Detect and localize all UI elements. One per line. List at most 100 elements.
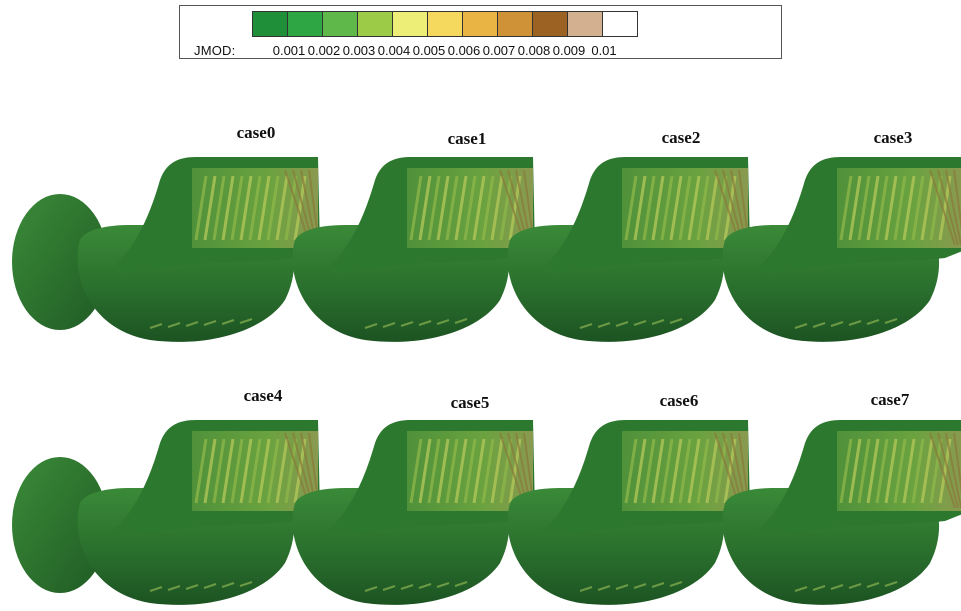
- surface-highlight: [364, 586, 378, 592]
- hull-model: [292, 420, 535, 605]
- flow-stripe: [248, 175, 262, 241]
- surface-highlight: [651, 319, 665, 325]
- surface-highlight: [185, 321, 199, 327]
- hull-model: [507, 420, 750, 605]
- surface-highlight: [669, 581, 683, 587]
- hull-model: [722, 420, 961, 605]
- surface-highlight: [830, 584, 844, 590]
- flow-stripe: [705, 175, 719, 241]
- surface-highlight: [454, 581, 468, 587]
- flow-stripe: [953, 169, 961, 231]
- flow-stripe: [230, 175, 244, 241]
- surface-highlight: [167, 585, 181, 591]
- legend-swatch: [497, 11, 533, 37]
- flow-stripe: [884, 175, 898, 241]
- hull-model: [12, 420, 320, 605]
- flow-stripe: [893, 438, 907, 504]
- flow-stripe: [284, 438, 298, 504]
- surface-highlight: [812, 585, 826, 591]
- surface-highlight: [149, 586, 163, 592]
- flow-stripe: [696, 175, 710, 241]
- surface-highlight: [812, 322, 826, 328]
- flow-stripe: [284, 175, 298, 241]
- flow-stripe: [696, 438, 710, 504]
- hull-model: [722, 157, 961, 342]
- flow-stripe: [945, 432, 961, 509]
- hull-model: [292, 157, 535, 342]
- flow-stripe: [257, 175, 271, 241]
- legend-tick-label: 0.007: [482, 43, 516, 58]
- case-label: case7: [870, 390, 910, 409]
- flow-stripe: [669, 175, 683, 241]
- flow-stripe: [920, 175, 934, 241]
- flow-stripe: [409, 438, 423, 504]
- surface-highlight: [436, 582, 450, 588]
- surface-highlight: [579, 323, 593, 329]
- legend-tick-label: 0.008: [517, 43, 551, 58]
- legend-swatch: [252, 11, 288, 37]
- flow-stripe: [911, 438, 925, 504]
- bulbous-bow: [12, 457, 108, 593]
- flow-stripe: [911, 175, 925, 241]
- surface-highlight: [848, 320, 862, 326]
- flow-stripe: [920, 438, 934, 504]
- flow-stripe: [212, 438, 226, 504]
- flow-stripe: [194, 175, 208, 241]
- surface-highlight: [669, 318, 683, 324]
- flow-stripe: [463, 438, 477, 504]
- flow-stripe: [678, 175, 692, 241]
- surface-highlight: [436, 319, 450, 325]
- flow-stripe: [490, 175, 504, 241]
- flow-stripe: [436, 175, 450, 241]
- legend-tick-label: 0.004: [377, 43, 411, 58]
- flow-stripe: [705, 438, 719, 504]
- flow-stripe: [714, 438, 728, 504]
- flow-stripe: [937, 169, 959, 246]
- flow-stripe: [687, 175, 701, 241]
- surface-highlight: [848, 583, 862, 589]
- surface-highlight: [203, 320, 217, 326]
- flow-stripe: [848, 175, 862, 241]
- flow-stripe: [463, 175, 477, 241]
- flow-stripe: [221, 438, 235, 504]
- case-label: case6: [659, 391, 699, 410]
- surface-highlight: [167, 322, 181, 328]
- flow-stripe: [893, 175, 907, 241]
- flow-stripe: [651, 438, 665, 504]
- flow-stripe: [427, 175, 441, 241]
- flow-stripe: [687, 438, 701, 504]
- surface-highlight: [866, 319, 880, 325]
- case-label: case1: [447, 129, 487, 148]
- flow-stripe: [902, 438, 916, 504]
- flow-stripe: [839, 175, 853, 241]
- flow-stripe: [427, 438, 441, 504]
- case-label: case3: [873, 128, 913, 147]
- legend-swatch: [357, 11, 393, 37]
- legend-swatch: [287, 11, 323, 37]
- legend-tick-label: 0.009: [552, 43, 586, 58]
- flow-stripe: [660, 438, 674, 504]
- surface-highlight: [203, 583, 217, 589]
- flow-stripe: [490, 438, 504, 504]
- flow-stripe: [266, 175, 280, 241]
- flow-stripe: [230, 438, 244, 504]
- flow-stripe: [642, 175, 656, 241]
- flow-stripe: [929, 175, 943, 241]
- flow-stripe: [857, 438, 871, 504]
- flow-stripe: [848, 438, 862, 504]
- legend-swatch: [427, 11, 463, 37]
- flow-stripe: [472, 438, 486, 504]
- hull-model: [12, 157, 320, 342]
- flow-stripe: [651, 175, 665, 241]
- flow-stripe: [472, 175, 486, 241]
- flow-stripe: [445, 438, 459, 504]
- legend-swatch: [462, 11, 498, 37]
- legend-tick-label: 0.001: [272, 43, 306, 58]
- flow-stripe: [660, 175, 674, 241]
- case-label: case0: [236, 123, 276, 142]
- flow-stripe: [937, 432, 959, 509]
- flow-stripe: [669, 438, 683, 504]
- surface-highlight: [615, 321, 629, 327]
- flow-stripe: [633, 438, 647, 504]
